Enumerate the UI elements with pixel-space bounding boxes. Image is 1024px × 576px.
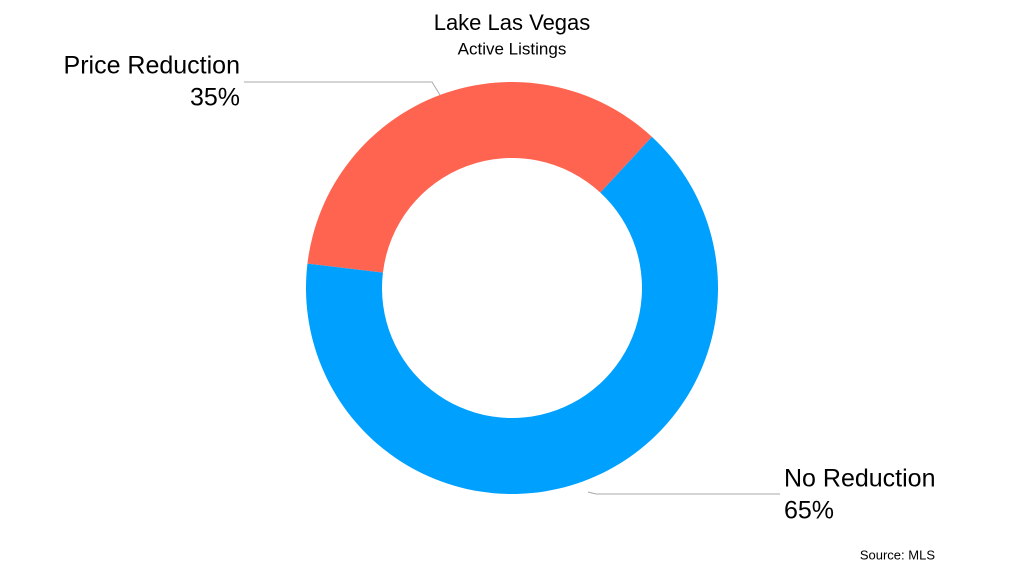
leader-line	[587, 491, 780, 495]
chart-title: Lake Las Vegas	[434, 10, 591, 35]
source-note: Source: MLS	[860, 547, 935, 562]
slice-label: No Reduction	[784, 465, 935, 493]
slice-value-label: 65%	[784, 497, 834, 525]
slice-value-label: 35%	[190, 84, 240, 112]
donut-slice	[307, 82, 652, 273]
leader-line	[244, 81, 441, 96]
slice-label: Price Reduction	[64, 52, 240, 80]
donut-slice	[306, 136, 719, 494]
chart-subtitle: Active Listings	[458, 39, 567, 58]
